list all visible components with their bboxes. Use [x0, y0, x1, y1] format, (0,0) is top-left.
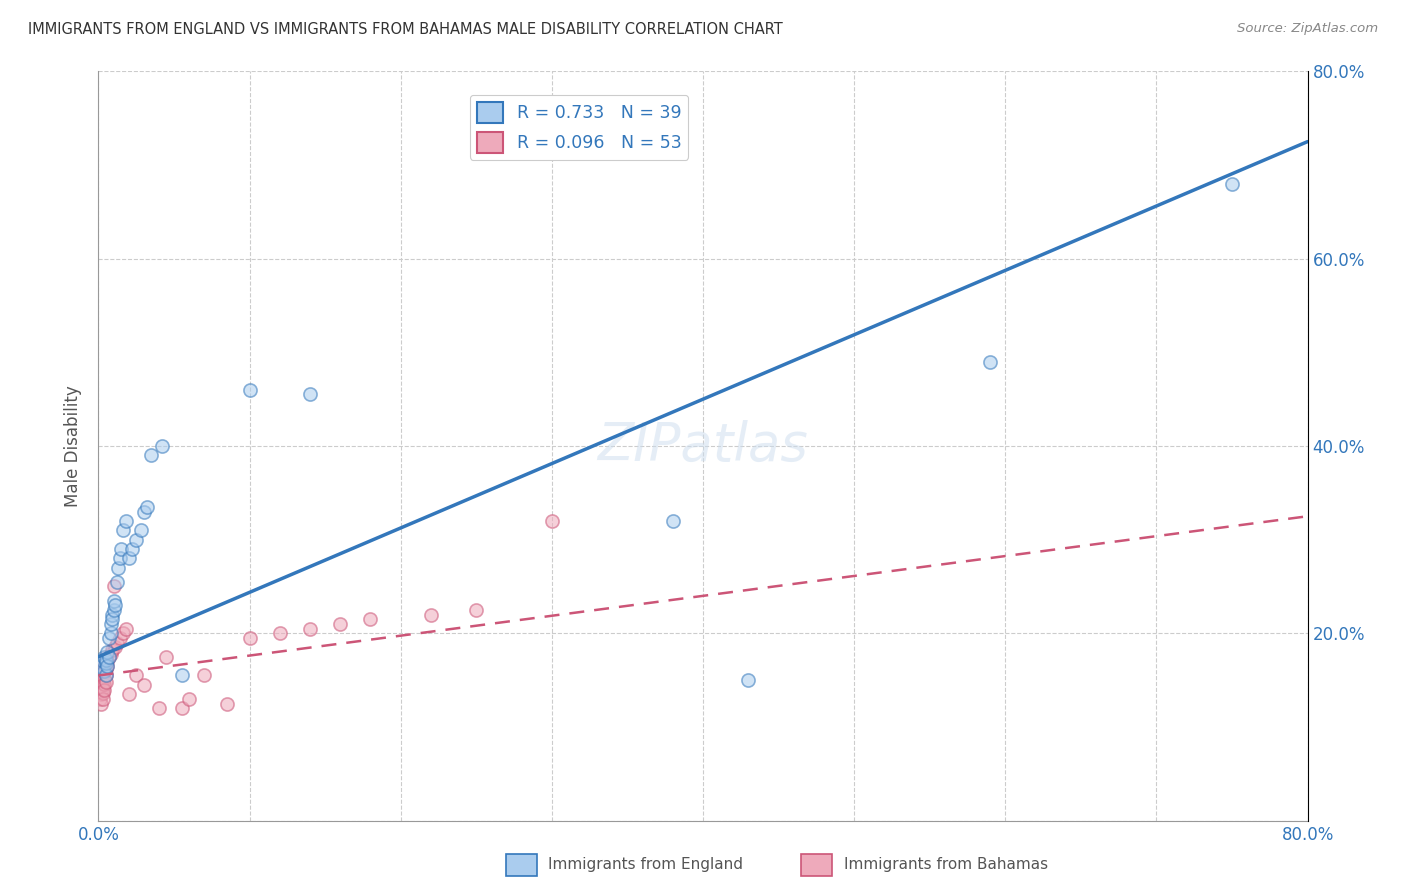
Point [91, 655, 114, 669]
Point [465, 603, 488, 617]
Point [103, 593, 125, 607]
Text: Immigrants from Bahamas: Immigrants from Bahamas [844, 857, 1047, 872]
Point [420, 607, 443, 622]
Point [979, 355, 1001, 369]
Point [101, 612, 124, 626]
Point [94, 649, 117, 664]
Point [93, 664, 115, 678]
Point [94, 668, 117, 682]
Point [90, 668, 112, 682]
Point [111, 626, 134, 640]
Point [540, 514, 562, 528]
Point [239, 383, 262, 397]
Point [299, 387, 322, 401]
Point [269, 626, 291, 640]
Point [105, 574, 128, 589]
Point [215, 697, 238, 711]
Point [91, 686, 114, 700]
Text: IMMIGRANTS FROM ENGLAND VS IMMIGRANTS FROM BAHAMAS MALE DISABILITY CORRELATION C: IMMIGRANTS FROM ENGLAND VS IMMIGRANTS FR… [28, 22, 783, 37]
Point [108, 551, 131, 566]
Point [96, 659, 118, 673]
Point [360, 612, 382, 626]
Point [1220, 177, 1243, 191]
Point [193, 668, 215, 682]
Point [104, 640, 127, 655]
Point [132, 678, 155, 692]
Point [93, 664, 115, 678]
Point [170, 668, 193, 682]
Point [329, 617, 352, 632]
Point [94, 657, 117, 671]
Point [89, 682, 111, 697]
Point [103, 603, 125, 617]
Point [100, 626, 122, 640]
Point [118, 687, 141, 701]
Point [91, 665, 114, 680]
Point [89, 673, 111, 688]
Point [114, 514, 136, 528]
Y-axis label: Male Disability: Male Disability [65, 385, 83, 507]
Point [108, 631, 131, 645]
Point [170, 701, 193, 715]
Point [141, 449, 163, 463]
Point [93, 671, 115, 685]
Text: ZIPatlas: ZIPatlas [598, 420, 808, 472]
Point [101, 643, 124, 657]
Point [91, 692, 114, 706]
Point [90, 697, 112, 711]
Point [98, 649, 121, 664]
Point [129, 524, 152, 538]
Point [299, 622, 322, 636]
Point [150, 439, 173, 453]
Legend: R = 0.733   N = 39, R = 0.096   N = 53: R = 0.733 N = 39, R = 0.096 N = 53 [470, 95, 689, 160]
Point [101, 607, 124, 622]
Point [125, 533, 148, 547]
Point [94, 662, 117, 676]
Point [125, 668, 148, 682]
Point [110, 542, 132, 557]
Point [104, 599, 127, 613]
Point [100, 647, 122, 661]
Point [90, 687, 112, 701]
Point [91, 681, 114, 695]
Point [91, 675, 114, 690]
Point [107, 561, 129, 575]
Point [132, 505, 155, 519]
Point [90, 659, 112, 673]
Point [737, 673, 759, 688]
Point [90, 678, 112, 692]
Point [96, 659, 118, 673]
Text: Immigrants from England: Immigrants from England [548, 857, 744, 872]
Point [155, 649, 177, 664]
Point [89, 692, 111, 706]
Point [98, 649, 121, 664]
Point [96, 645, 118, 659]
Point [94, 668, 117, 682]
Point [96, 655, 118, 669]
Point [135, 500, 157, 514]
Point [239, 631, 262, 645]
Point [105, 635, 128, 649]
Point [94, 657, 117, 671]
Point [100, 617, 122, 632]
Point [148, 701, 170, 715]
Point [94, 675, 117, 690]
Point [121, 542, 143, 557]
Point [103, 580, 125, 594]
Point [98, 631, 121, 645]
Point [91, 668, 114, 682]
Point [93, 659, 115, 673]
Point [114, 622, 136, 636]
Point [90, 678, 112, 692]
Text: Source: ZipAtlas.com: Source: ZipAtlas.com [1237, 22, 1378, 36]
Point [179, 692, 201, 706]
Point [93, 649, 115, 664]
Point [93, 682, 115, 697]
Point [118, 551, 141, 566]
Point [93, 677, 115, 691]
Point [91, 662, 114, 676]
Point [661, 514, 683, 528]
Point [111, 524, 134, 538]
Point [94, 652, 117, 666]
